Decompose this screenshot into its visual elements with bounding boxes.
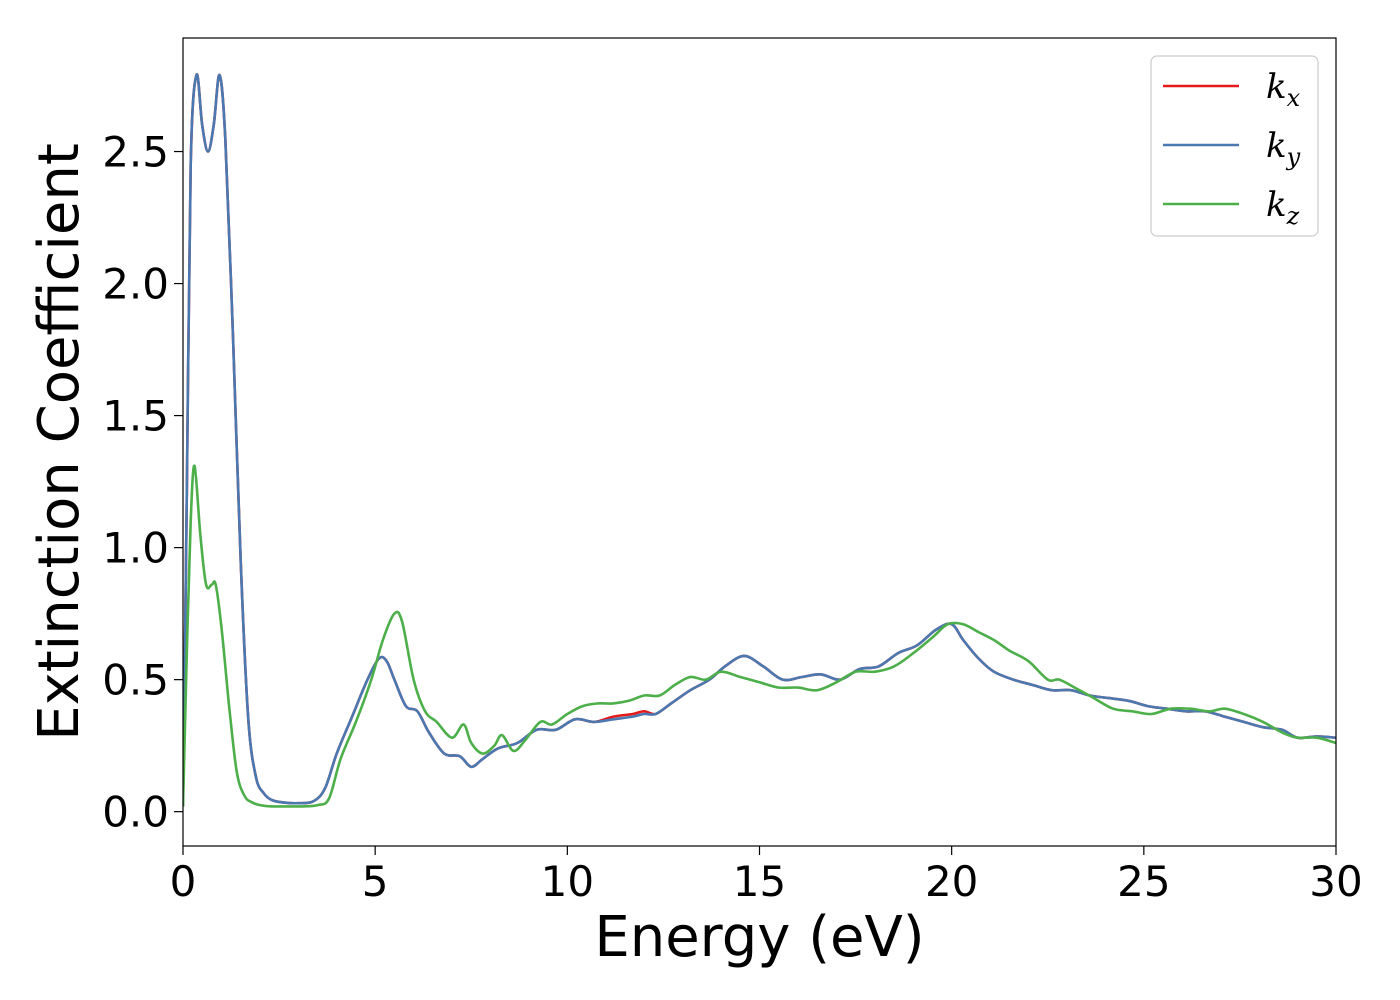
x-tick-label: 15 [733, 857, 786, 906]
y-tick-label: 1.0 [102, 524, 169, 573]
legend-label-kx: kx [1266, 67, 1301, 112]
y-tick-label: 2.0 [102, 260, 169, 309]
x-tick-label: 0 [170, 857, 197, 906]
series-line-ky [183, 73, 1336, 807]
y-axis-ticks: 0.0 0.5 1.0 1.5 2.0 2.5 [102, 128, 183, 837]
y-tick-label: 0.5 [102, 656, 169, 705]
legend-label-subscript: z [1286, 202, 1300, 230]
x-tick-label: 25 [1117, 857, 1170, 906]
legend-label-subscript: x [1287, 84, 1301, 112]
x-tick-label: 10 [541, 857, 594, 906]
x-tick-label: 20 [925, 857, 978, 906]
legend-label-ky: ky [1266, 126, 1301, 171]
x-axis-title: Energy (eV) [594, 905, 924, 970]
y-tick-label: 2.5 [102, 128, 169, 177]
y-tick-label: 0.0 [102, 788, 169, 837]
legend-label-symbol: k [1266, 126, 1287, 166]
x-axis-ticks: 0 5 10 15 20 25 30 [170, 846, 1363, 906]
y-tick-label: 1.5 [102, 392, 169, 441]
legend-label-kz: kz [1266, 185, 1300, 230]
series-layer [183, 73, 1336, 808]
y-axis-title: Extinction Coefficient [27, 143, 92, 741]
legend-label-symbol: k [1266, 67, 1287, 107]
legend-label-symbol: k [1266, 185, 1287, 225]
x-tick-label: 30 [1309, 857, 1362, 906]
legend-label-subscript: y [1286, 143, 1301, 171]
series-line-kz [183, 464, 1336, 808]
x-tick-label: 5 [362, 857, 389, 906]
